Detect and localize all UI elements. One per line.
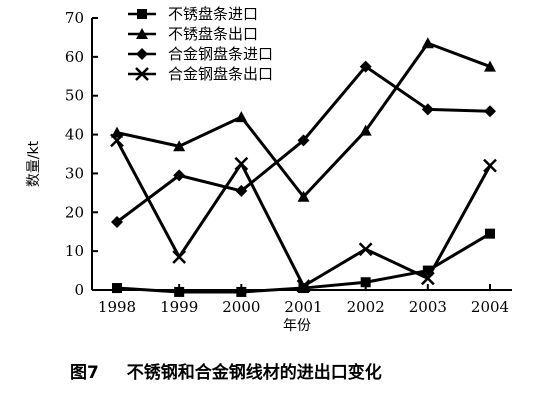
legend-label: 合金钢盘条进口 — [168, 45, 273, 63]
x-tick-label: 1999 — [160, 298, 198, 316]
data-point — [358, 242, 373, 257]
y-tick-label: 0 — [74, 281, 84, 299]
data-point — [483, 158, 497, 173]
cross-stroke — [110, 133, 124, 148]
data-point — [421, 37, 434, 49]
x-tick-label: 1998 — [98, 298, 136, 316]
data-point — [484, 105, 496, 118]
data-point — [174, 286, 185, 297]
y-tick-label: 70 — [65, 9, 84, 27]
data-point — [111, 126, 123, 138]
data-point — [112, 283, 122, 294]
legend-item-1: 不锈盘条进口 — [128, 5, 258, 23]
x-tick-label: 2000 — [222, 298, 260, 316]
data-point — [484, 60, 496, 72]
cross-stroke — [296, 279, 311, 293]
cross-stroke — [172, 250, 187, 264]
y-tick-label: 30 — [65, 164, 84, 182]
y-tick-label: 50 — [65, 87, 84, 105]
legend-marker — [136, 28, 148, 39]
y-tick-label: 60 — [65, 48, 84, 66]
y-axis-title: 数量/kt — [26, 140, 42, 187]
y-tick-label: 20 — [65, 203, 84, 221]
legend-item-4: 合金钢盘条出口 — [128, 65, 273, 83]
data-point — [485, 228, 495, 239]
data-point — [172, 250, 187, 264]
data-point — [235, 184, 248, 197]
data-point — [296, 279, 311, 293]
figure-title: 不锈钢和合金钢线材的进出口变化 — [126, 363, 382, 383]
data-point — [110, 133, 124, 148]
y-tick-label: 40 — [65, 126, 84, 144]
series-3 — [111, 60, 496, 228]
cross-stroke — [234, 156, 249, 171]
data-point — [421, 103, 434, 116]
cross-stroke — [483, 158, 497, 173]
legend-label: 不锈盘条进口 — [168, 5, 258, 23]
data-point — [420, 271, 435, 286]
data-point — [360, 277, 371, 288]
x-tick-label: 2004 — [471, 298, 509, 316]
series-2 — [111, 37, 496, 202]
legend-marker — [135, 67, 149, 81]
legend-marker — [137, 9, 147, 19]
series-layer — [110, 37, 497, 297]
data-point — [422, 265, 433, 276]
data-point — [236, 286, 247, 297]
data-point — [359, 60, 372, 73]
legend-label: 不锈盘条出口 — [168, 25, 258, 43]
legend-item-2: 不锈盘条出口 — [128, 25, 258, 43]
data-point — [111, 216, 123, 228]
series-1 — [112, 228, 495, 297]
data-point — [359, 124, 372, 136]
data-point — [173, 140, 186, 152]
data-point — [173, 169, 186, 182]
data-point — [297, 134, 310, 147]
data-point — [235, 111, 248, 123]
x-tick-label: 2003 — [409, 298, 447, 316]
x-axis-title: 年份 — [283, 318, 311, 334]
figure-number: 图7 — [70, 363, 99, 383]
legend-label: 合金钢盘条出口 — [168, 65, 273, 83]
legend-item-3: 合金钢盘条进口 — [128, 45, 273, 63]
figure-caption: 图7 不锈钢和合金钢线材的进出口变化 — [0, 358, 534, 383]
series-line-4 — [115, 139, 492, 288]
data-point — [297, 190, 310, 202]
cross-stroke — [420, 271, 435, 286]
cross-stroke — [358, 242, 373, 257]
data-point — [298, 283, 309, 294]
y-tick-label: 10 — [65, 242, 84, 260]
x-tick-label: 2001 — [284, 298, 322, 316]
line-chart: 0 10 20 30 40 50 60 70 1998 1999 2000 2001 2002 2003 2… — [26, 5, 512, 334]
legend-marker — [136, 48, 148, 60]
cross-stroke — [135, 67, 149, 81]
x-tick-label: 2002 — [347, 298, 385, 316]
data-point — [234, 156, 249, 171]
series-4 — [110, 133, 497, 293]
